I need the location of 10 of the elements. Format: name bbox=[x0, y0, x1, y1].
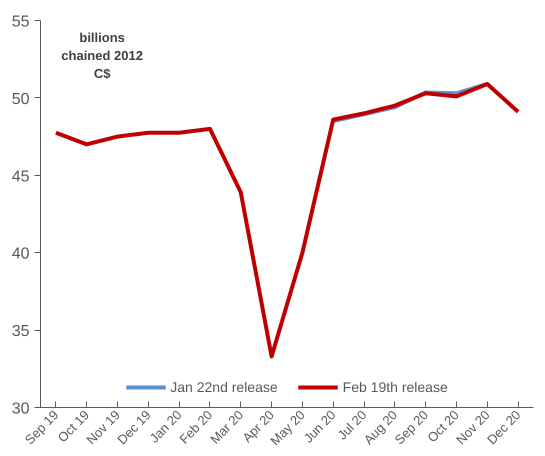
line-series bbox=[54, 82, 520, 358]
y-tick-label: 40 bbox=[12, 246, 30, 263]
y-tick-label: 35 bbox=[12, 323, 30, 340]
y-tick-label: 50 bbox=[12, 90, 30, 108]
y-tick-label: 30 bbox=[12, 400, 30, 418]
annotation: billions chained 2012 C$ bbox=[61, 30, 143, 81]
y-tick-label: 55 bbox=[12, 14, 30, 30]
legend-label: Feb 19th release bbox=[342, 379, 448, 395]
y-tick-label: 45 bbox=[12, 168, 30, 186]
legend-label: Jan 22nd release bbox=[170, 379, 278, 395]
